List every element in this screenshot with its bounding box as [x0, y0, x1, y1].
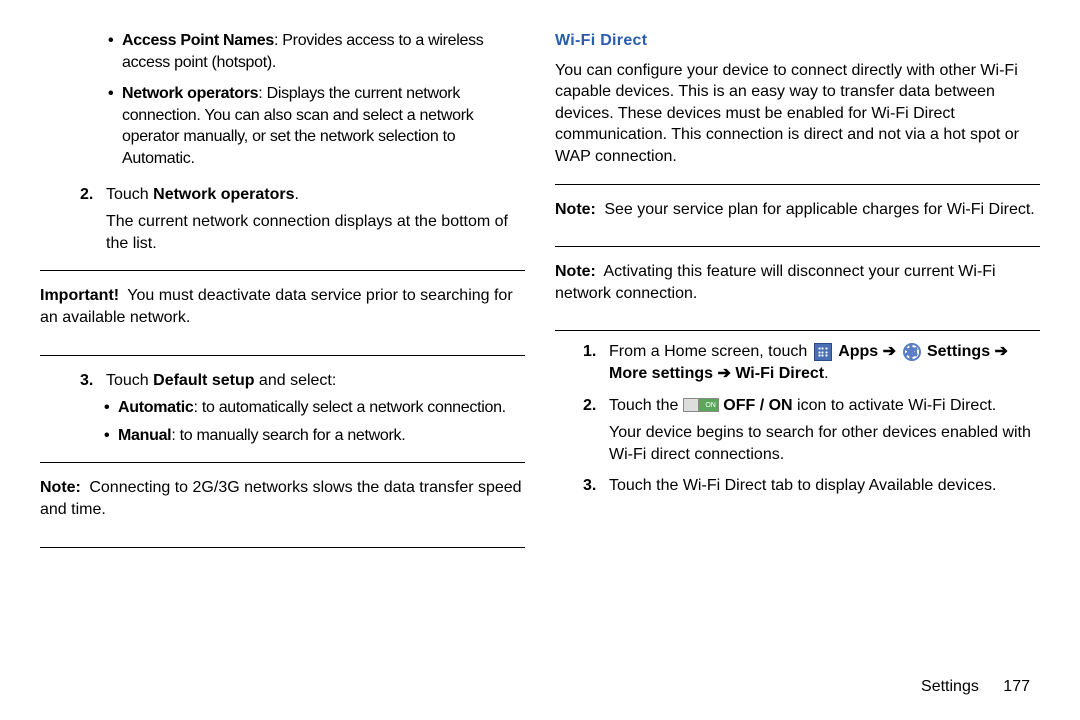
- divider: [40, 462, 525, 463]
- disconnect-note: Note: Activating this feature will disco…: [555, 257, 1040, 314]
- divider: [555, 184, 1040, 185]
- divider: [40, 270, 525, 271]
- wifi-step-3: 3. Touch the Wi-Fi Direct tab to display…: [569, 475, 1040, 497]
- speed-note: Note: Connecting to 2G/3G networks slows…: [40, 473, 525, 530]
- divider: [40, 547, 525, 548]
- apps-icon: [814, 343, 832, 361]
- step-2: 2. Touch Network operators. The current …: [40, 184, 525, 255]
- bullet-apn: Access Point Names: Provides access to a…: [110, 30, 525, 73]
- step-3-options: Automatic: to automatically select a net…: [40, 397, 525, 446]
- right-column: Wi-Fi Direct You can configure your devi…: [555, 30, 1040, 700]
- divider: [555, 246, 1040, 247]
- footer-page-number: 177: [1003, 678, 1030, 695]
- wifi-step-1: 1. From a Home screen, touch Apps ➔ Sett…: [569, 341, 1040, 384]
- important-note: Important! You must deactivate data serv…: [40, 281, 525, 338]
- divider: [555, 330, 1040, 331]
- settings-icon: [903, 343, 921, 361]
- step-3: 3. Touch Default setup and select:: [40, 370, 525, 392]
- footer-section: Settings: [921, 678, 979, 695]
- charges-note: Note: See your service plan for applicab…: [555, 195, 1040, 231]
- page-footer: Settings 177: [921, 678, 1030, 696]
- on-off-toggle-icon: ON: [683, 398, 719, 412]
- left-column: Access Point Names: Provides access to a…: [40, 30, 525, 700]
- wifi-direct-steps: 1. From a Home screen, touch Apps ➔ Sett…: [555, 341, 1040, 497]
- wifi-direct-title: Wi-Fi Direct: [555, 30, 1040, 52]
- wifi-direct-intro: You can configure your device to connect…: [555, 60, 1040, 168]
- divider: [40, 355, 525, 356]
- wifi-step-2: 2. Touch the ON OFF / ON icon to activat…: [569, 395, 1040, 466]
- manual-page: Access Point Names: Provides access to a…: [0, 0, 1080, 720]
- option-automatic: Automatic: to automatically select a net…: [106, 397, 525, 419]
- bullet-network-operators: Network operators: Displays the current …: [110, 83, 525, 169]
- feature-bullets: Access Point Names: Provides access to a…: [40, 30, 525, 170]
- option-manual: Manual: to manually search for a network…: [106, 425, 525, 447]
